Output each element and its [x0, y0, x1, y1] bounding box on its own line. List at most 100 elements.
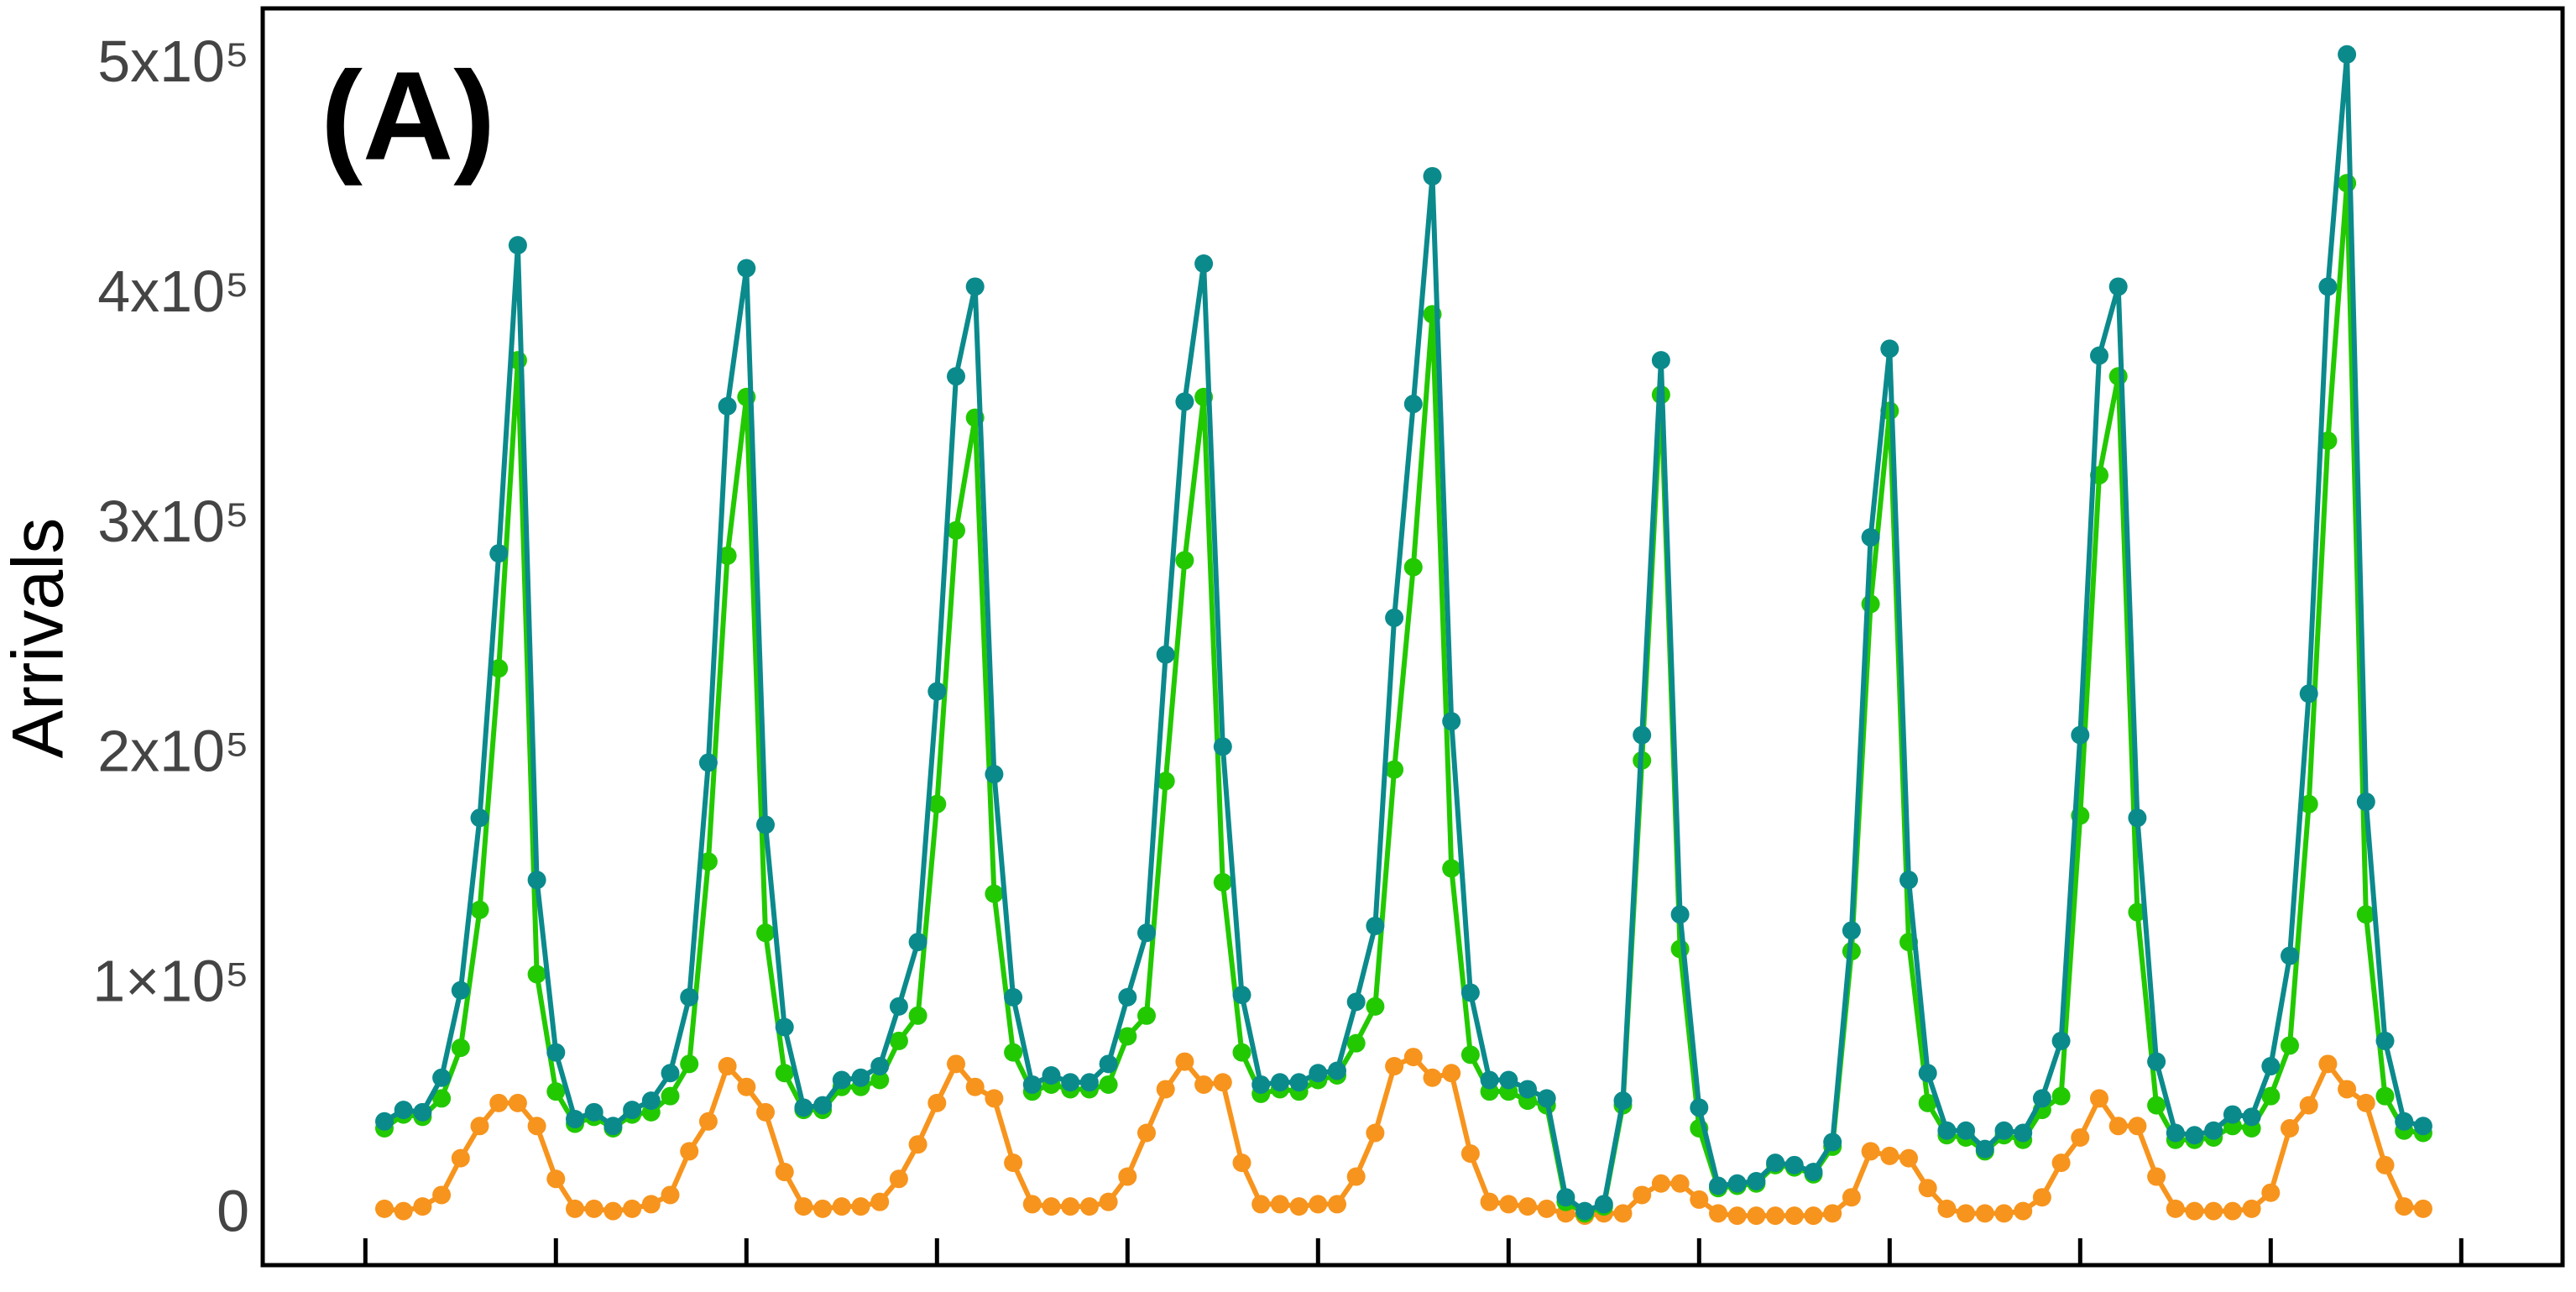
data-point [1004, 987, 1023, 1007]
data-point [2242, 1107, 2261, 1127]
data-point [1175, 1052, 1194, 1071]
data-point [756, 1102, 775, 1122]
data-point [1403, 395, 1423, 414]
data-point [1251, 1195, 1271, 1214]
data-point [1975, 1139, 1994, 1159]
data-point [2147, 1167, 2166, 1186]
data-point [2281, 946, 2299, 965]
data-point [698, 753, 718, 772]
data-point [2090, 1089, 2108, 1108]
data-point [851, 1068, 870, 1087]
data-point [1099, 1192, 1118, 1211]
data-point [775, 1017, 794, 1037]
y-tick-label: 2x10⁵ [97, 719, 249, 784]
data-point [1880, 1146, 1899, 1165]
data-point [870, 1070, 890, 1090]
data-point [1594, 1195, 1613, 1214]
data-point [375, 1199, 394, 1218]
data-point [2051, 1031, 2071, 1050]
data-point [2166, 1123, 2185, 1143]
data-point [870, 1057, 890, 1076]
data-point [2071, 1127, 2090, 1147]
data-point [1784, 1155, 1804, 1174]
data-point [489, 1093, 509, 1112]
data-point [1385, 760, 1404, 779]
data-point [1156, 772, 1175, 791]
data-point [566, 1199, 584, 1218]
data-point [661, 1185, 680, 1205]
data-point [965, 1077, 985, 1096]
data-point [661, 1064, 680, 1083]
data-point [947, 1054, 965, 1074]
data-point [2318, 277, 2338, 296]
y-tick-label: 4x10⁵ [97, 259, 249, 324]
data-point [1651, 1174, 1670, 1193]
data-point [1861, 594, 1880, 614]
data-point [451, 1038, 470, 1058]
data-point [1137, 1123, 1156, 1143]
data-point [1099, 1075, 1118, 1094]
data-point [832, 1197, 851, 1216]
data-point [718, 396, 737, 416]
data-point [1403, 557, 1423, 577]
data-point [1423, 1068, 1442, 1087]
data-point [2356, 1093, 2375, 1112]
data-point [2051, 1153, 2071, 1173]
data-point [1385, 608, 1404, 627]
data-point [2299, 1096, 2318, 1115]
data-point [1784, 1206, 1804, 1226]
data-point [2281, 1036, 2299, 1055]
data-point [737, 259, 756, 278]
data-point [1346, 1033, 1366, 1053]
data-point [1842, 1188, 1861, 1207]
data-point [1937, 1199, 1957, 1218]
data-point [775, 1064, 794, 1083]
data-point [1079, 1073, 1099, 1092]
data-point [2108, 1117, 2128, 1136]
data-point [470, 900, 489, 919]
data-point [1899, 871, 1918, 890]
data-point [1004, 1153, 1023, 1173]
data-point [1403, 1048, 1423, 1067]
data-point [2147, 1052, 2166, 1071]
data-point [641, 1091, 661, 1111]
data-point [2375, 1086, 2395, 1106]
data-point [680, 1054, 699, 1074]
data-point [2128, 808, 2147, 828]
data-point [813, 1199, 833, 1218]
data-point [2108, 277, 2128, 296]
data-point [1194, 254, 1214, 274]
data-point [1480, 1070, 1499, 1090]
data-point [1079, 1197, 1099, 1216]
data-point [794, 1098, 813, 1117]
data-point [1518, 1080, 1537, 1099]
data-point [1175, 392, 1194, 411]
data-point [1861, 1142, 1880, 1161]
data-point [870, 1192, 890, 1211]
data-point [413, 1102, 432, 1122]
data-point [1690, 1190, 1709, 1209]
data-point [2356, 792, 2375, 812]
data-point [1460, 1045, 1480, 1064]
data-point [2032, 1089, 2051, 1108]
data-point [1918, 1064, 1937, 1083]
data-point [851, 1197, 870, 1216]
data-point [1156, 645, 1175, 664]
data-point [1270, 1195, 1289, 1214]
data-point [889, 996, 908, 1016]
data-point [546, 1082, 566, 1101]
data-point [1213, 1073, 1232, 1092]
data-point [2185, 1201, 2204, 1221]
data-point [470, 1117, 489, 1136]
data-point [1690, 1098, 1709, 1117]
data-point [813, 1096, 833, 1115]
data-point [2413, 1117, 2432, 1136]
data-point [1957, 1204, 1976, 1223]
data-point [394, 1201, 413, 1221]
data-point [2356, 905, 2375, 924]
data-point [1175, 551, 1194, 570]
data-point [1442, 859, 1461, 878]
data-point [1880, 339, 1899, 358]
